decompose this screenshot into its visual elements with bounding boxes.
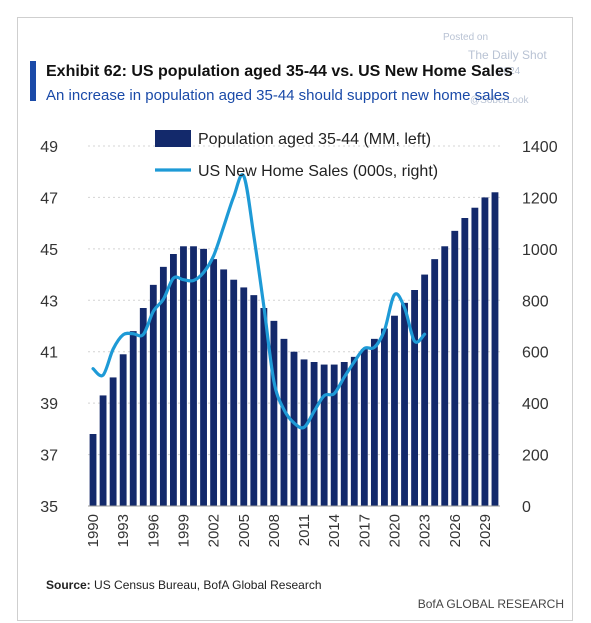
bar — [431, 259, 439, 506]
x-tick-label: 2002 — [206, 514, 223, 547]
bar — [220, 269, 228, 506]
bar — [210, 259, 218, 506]
bar — [270, 320, 278, 506]
x-tick-label: 2026 — [447, 514, 464, 547]
source-note: Source: US Census Bureau, BofA Global Re… — [46, 578, 322, 592]
bar — [481, 197, 489, 506]
x-tick-label: 2011 — [296, 514, 313, 546]
bar — [280, 338, 288, 506]
bar — [169, 254, 177, 506]
y-left-tick-label: 49 — [40, 139, 58, 156]
bar — [250, 295, 258, 506]
y-right-tick-label: 1200 — [522, 190, 558, 207]
y-right-tick-label: 1000 — [522, 242, 558, 259]
x-tick-label: 2017 — [356, 514, 373, 547]
legend-label-home-sales: US New Home Sales (000s, right) — [198, 163, 438, 180]
bar — [461, 218, 469, 506]
x-tick-label: 1996 — [145, 514, 162, 547]
watermark-source: The Daily Shot — [468, 48, 547, 62]
bar — [159, 266, 167, 506]
x-tick-label: 1999 — [175, 514, 192, 547]
x-tick-label: 2020 — [386, 514, 403, 547]
bar — [230, 279, 238, 506]
chart-title: Exhibit 62: US population aged 35-44 vs.… — [46, 63, 513, 80]
y-right-tick-label: 200 — [522, 448, 549, 465]
bar — [381, 328, 388, 506]
bar — [320, 364, 328, 506]
bar — [129, 331, 137, 506]
y-right-tick-label: 600 — [522, 345, 549, 362]
bar — [300, 359, 308, 506]
y-right-tick-label: 800 — [522, 293, 549, 310]
bar — [109, 377, 117, 506]
legend-swatch-population — [155, 130, 191, 147]
series-line-new-home-sales — [91, 173, 427, 430]
bar — [441, 246, 449, 507]
y-left-tick-label: 39 — [40, 396, 58, 413]
bar — [240, 287, 248, 506]
x-tick-label: 2008 — [266, 514, 283, 547]
x-tick-label: 2014 — [326, 514, 343, 547]
y-left-tick-label: 37 — [40, 448, 58, 465]
bar — [451, 230, 459, 506]
y-right-tick-label: 400 — [522, 396, 549, 413]
chart-subtitle: An increase in population aged 35-44 sho… — [46, 87, 510, 104]
watermark-handle: @SoberLook — [470, 95, 529, 106]
bar — [139, 308, 147, 506]
bar — [370, 338, 378, 506]
bar — [89, 434, 97, 506]
bar — [99, 395, 107, 506]
bar — [350, 356, 358, 506]
bar — [119, 354, 127, 506]
watermark-posted-on: Posted on — [443, 32, 489, 43]
chart-frame — [17, 17, 573, 621]
bar — [260, 308, 268, 506]
x-tick-label: 1993 — [115, 514, 132, 547]
source-text: US Census Bureau, BofA Global Research — [94, 578, 322, 592]
bar — [491, 192, 499, 507]
bar — [190, 246, 197, 507]
bar — [180, 246, 187, 507]
y-left-tick-label: 35 — [40, 499, 58, 516]
x-tick-label: 2005 — [236, 514, 253, 547]
brand-footer: BofA GLOBAL RESEARCH — [417, 597, 564, 611]
x-tick-label: 2023 — [417, 514, 434, 547]
bar — [340, 362, 348, 506]
bar — [391, 315, 398, 506]
bar — [401, 302, 408, 506]
source-label: Source: — [46, 578, 91, 592]
y-left-tick-label: 47 — [40, 190, 58, 207]
bar — [471, 207, 479, 506]
x-tick-label: 1990 — [85, 514, 102, 547]
bar — [330, 364, 338, 506]
y-right-tick-label: 1400 — [522, 139, 558, 156]
y-right-tick-label: 0 — [522, 499, 531, 516]
bar — [310, 362, 318, 506]
x-tick-label: 2029 — [477, 514, 494, 547]
bar — [290, 351, 298, 506]
bar — [200, 248, 207, 506]
bar — [421, 274, 429, 506]
bar — [360, 349, 368, 506]
y-left-tick-label: 45 — [40, 242, 58, 259]
legend-label-population: Population aged 35-44 (MM, left) — [198, 131, 431, 148]
bar — [149, 284, 157, 506]
bar — [411, 290, 419, 506]
watermark-year: 2024 — [498, 66, 521, 77]
y-left-tick-label: 41 — [40, 345, 58, 362]
title-accent-bar — [30, 61, 36, 101]
y-left-tick-label: 43 — [40, 293, 58, 310]
